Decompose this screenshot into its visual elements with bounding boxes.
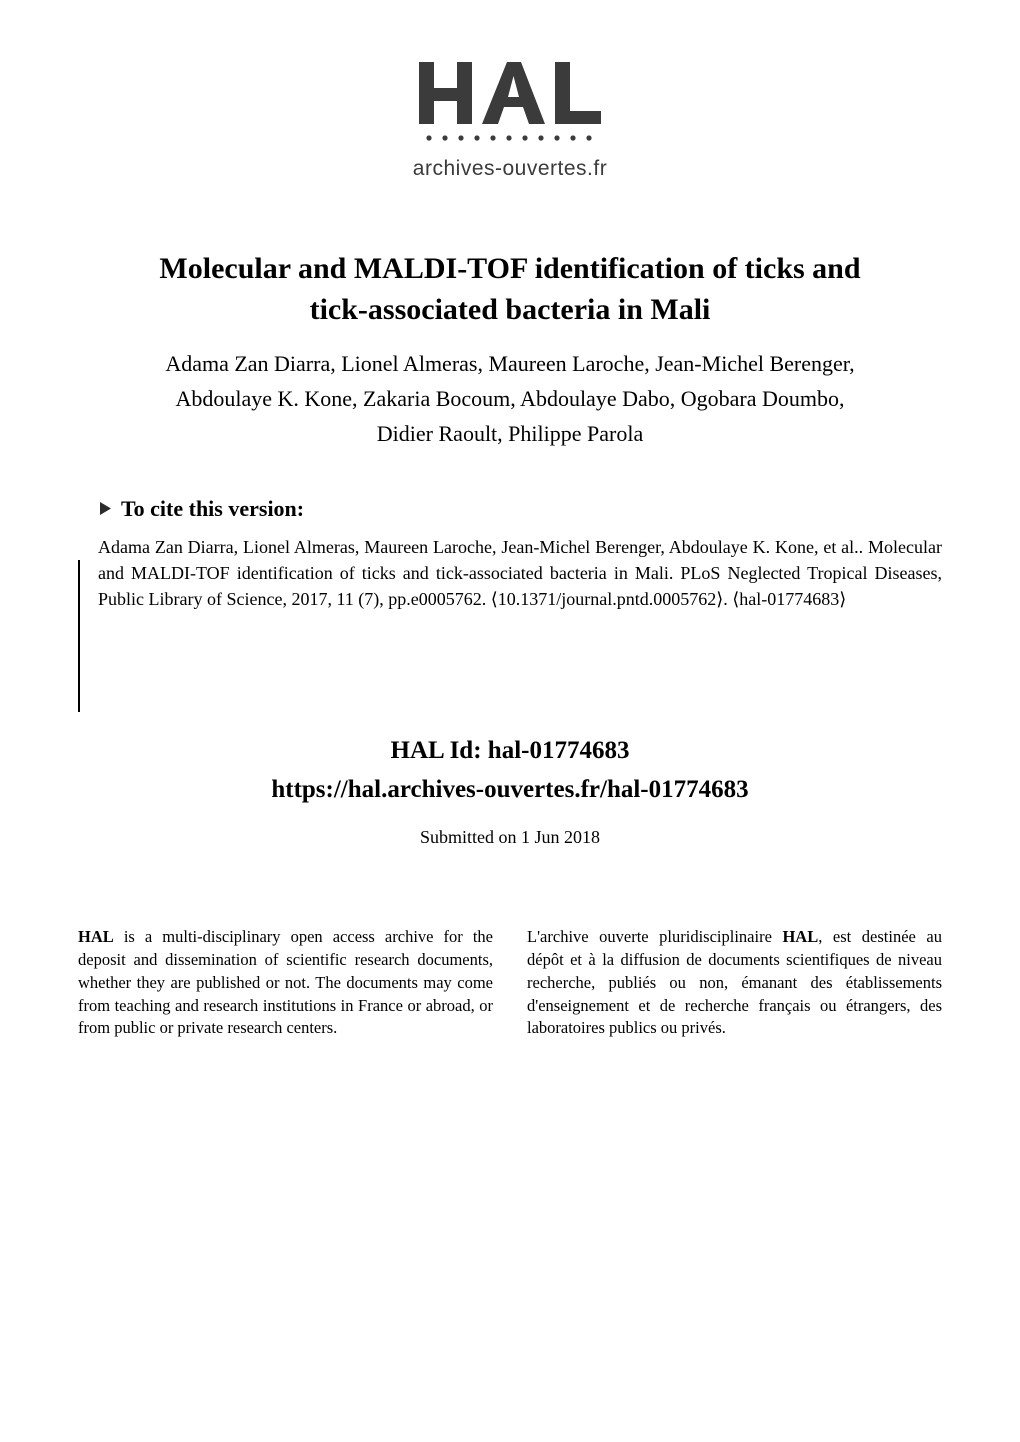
- hal-id-block: HAL Id: hal-01774683 https://hal.archive…: [0, 732, 1020, 810]
- title-line-2: tick-associated bacteria in Mali: [60, 290, 960, 331]
- left-col-bold: HAL: [78, 927, 114, 946]
- cite-block: To cite this version: Adama Zan Diarra, …: [0, 496, 1020, 612]
- authors-line-3: Didier Raoult, Philippe Parola: [70, 416, 950, 451]
- cite-heading-row: To cite this version:: [98, 496, 942, 522]
- authors: Adama Zan Diarra, Lionel Almeras, Mauree…: [0, 346, 1020, 452]
- hal-logo-text: archives-ouvertes.fr: [0, 157, 1020, 181]
- title-line-1: Molecular and MALDI-TOF identification o…: [60, 249, 960, 290]
- cite-left-bar: [78, 560, 80, 712]
- authors-line-2: Abdoulaye K. Kone, Zakaria Bocoum, Abdou…: [70, 381, 950, 416]
- paper-title: Molecular and MALDI-TOF identification o…: [0, 249, 1020, 330]
- cite-text: Adama Zan Diarra, Lionel Almeras, Mauree…: [98, 534, 942, 612]
- submitted-date: Submitted on 1 Jun 2018: [0, 827, 1020, 848]
- hal-url-line: https://hal.archives-ouvertes.fr/hal-017…: [0, 771, 1020, 810]
- left-column: HAL is a multi-disciplinary open access …: [78, 926, 493, 1040]
- triangle-right-icon: [98, 501, 113, 516]
- hal-id-line: HAL Id: hal-01774683: [0, 732, 1020, 771]
- right-column: L'archive ouverte pluridisciplinaire HAL…: [527, 926, 942, 1040]
- left-col-text: is a multi-disciplinary open access arch…: [78, 927, 493, 1037]
- hal-logo-block: archives-ouvertes.fr: [0, 0, 1020, 199]
- hal-logo-icon: [415, 58, 605, 150]
- right-col-pre: L'archive ouverte pluridisciplinaire: [527, 927, 782, 946]
- description-columns: HAL is a multi-disciplinary open access …: [0, 926, 1020, 1040]
- authors-line-1: Adama Zan Diarra, Lionel Almeras, Mauree…: [70, 346, 950, 381]
- right-col-bold: HAL: [782, 927, 818, 946]
- cite-heading: To cite this version:: [121, 496, 304, 522]
